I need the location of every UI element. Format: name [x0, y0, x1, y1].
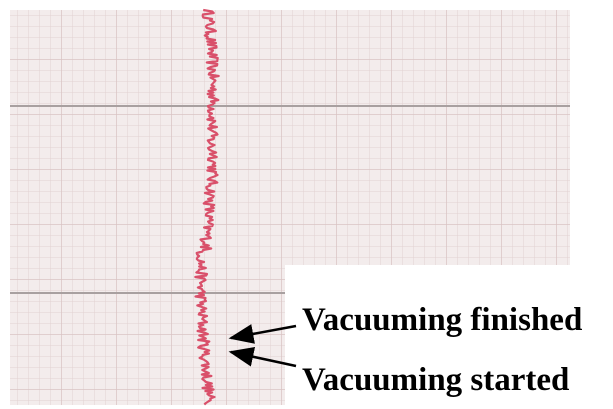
annotation: Vacuuming started	[302, 362, 569, 398]
annotation: Vacuuming finished	[302, 302, 582, 338]
chart-recorder-paper: Vacuuming finished Vacuuming started	[0, 0, 613, 409]
